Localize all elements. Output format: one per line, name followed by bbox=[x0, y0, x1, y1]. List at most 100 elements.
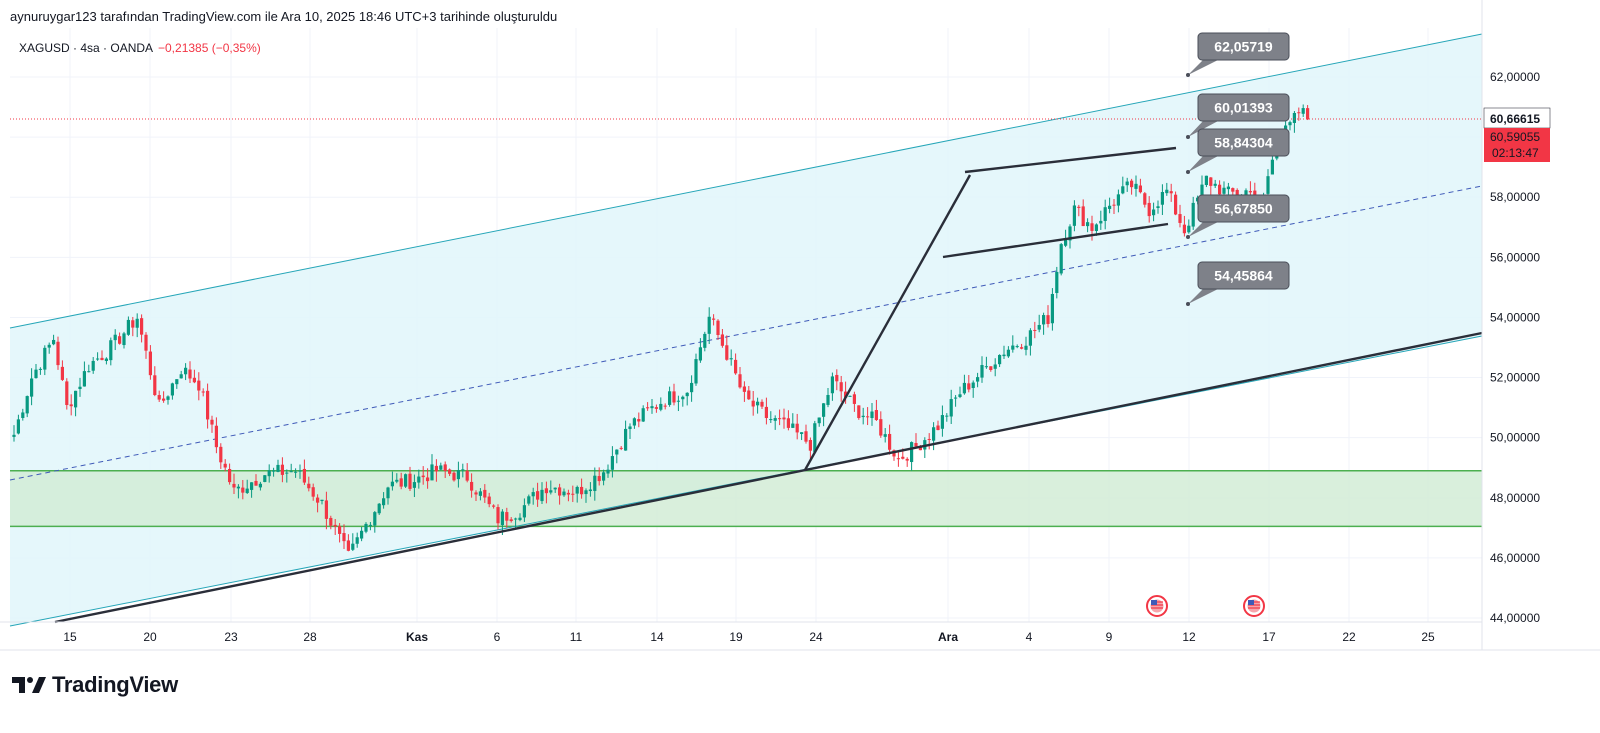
candle-body bbox=[725, 345, 729, 360]
candle-body bbox=[615, 449, 619, 455]
time-axis: 15 20 23 28 Kas 6 11 14 19 24 Ara 4 9 12 17 22 25 bbox=[0, 621, 1600, 651]
candle-body bbox=[96, 358, 100, 360]
candle-body bbox=[1174, 194, 1178, 215]
candle-body bbox=[1116, 194, 1120, 206]
candle-body bbox=[320, 499, 324, 502]
candle-body bbox=[813, 423, 817, 453]
candle bbox=[483, 484, 487, 503]
candle-body bbox=[544, 488, 548, 494]
candle-body bbox=[1200, 184, 1204, 199]
us-event-icon[interactable] bbox=[1243, 595, 1265, 617]
economic-events bbox=[1146, 595, 1265, 617]
candle-body bbox=[351, 543, 355, 550]
candle-body bbox=[1086, 222, 1090, 227]
candle-body bbox=[148, 351, 152, 376]
candle bbox=[685, 392, 689, 406]
candle bbox=[448, 468, 452, 477]
candle bbox=[1068, 224, 1072, 249]
candle bbox=[492, 504, 496, 509]
candle bbox=[676, 395, 680, 412]
candle bbox=[747, 385, 751, 400]
candle-body bbox=[844, 391, 848, 398]
candle bbox=[650, 399, 654, 414]
candle bbox=[329, 515, 333, 530]
candle-body bbox=[1306, 108, 1310, 120]
candle bbox=[910, 441, 914, 471]
candle-body bbox=[514, 518, 518, 520]
candle-body bbox=[439, 465, 443, 470]
candle-body bbox=[553, 487, 557, 490]
candle bbox=[140, 314, 144, 343]
candle-body bbox=[1182, 224, 1186, 234]
candle-body bbox=[135, 318, 139, 328]
candle-body bbox=[175, 379, 179, 385]
candle bbox=[566, 489, 570, 502]
candle-body bbox=[412, 482, 416, 488]
y-tick-label: 50,00000 bbox=[1490, 431, 1540, 445]
candle bbox=[738, 366, 742, 389]
candle bbox=[245, 479, 249, 494]
symbol-info[interactable]: XAGUSD · 4sa · OANDA bbox=[19, 41, 153, 55]
candle bbox=[940, 405, 944, 437]
candle bbox=[1059, 242, 1063, 276]
candle bbox=[540, 482, 544, 504]
candle bbox=[888, 424, 892, 455]
candle-body bbox=[342, 533, 346, 542]
candle-body bbox=[998, 354, 1002, 365]
candle-body bbox=[980, 365, 984, 378]
candle bbox=[144, 332, 148, 359]
candle-body bbox=[874, 410, 878, 421]
candle bbox=[56, 336, 60, 370]
candle-body bbox=[1020, 347, 1024, 349]
candle-body bbox=[742, 386, 746, 392]
candle bbox=[976, 372, 980, 388]
candle bbox=[927, 433, 931, 450]
us-event-icon[interactable] bbox=[1146, 595, 1168, 617]
candle bbox=[1301, 104, 1305, 117]
candle-body bbox=[729, 358, 733, 360]
price-callouts: 62,05719 60,01393 58,84304 56,67850 54,45864 bbox=[1186, 32, 1290, 306]
candle bbox=[338, 523, 342, 543]
candle bbox=[756, 397, 760, 414]
candle-body bbox=[65, 381, 69, 406]
candle-body bbox=[804, 431, 808, 442]
y-tick-label: 52,00000 bbox=[1490, 371, 1540, 385]
tradingview-logo[interactable]: TradingView bbox=[12, 672, 178, 698]
candle-body bbox=[478, 491, 482, 496]
x-tick-label: 28 bbox=[303, 630, 317, 644]
candle-body bbox=[364, 523, 368, 532]
candle bbox=[100, 350, 104, 361]
candle-body bbox=[492, 505, 496, 507]
candle bbox=[166, 395, 170, 405]
candle bbox=[514, 517, 518, 529]
x-tick-label: 12 bbox=[1182, 630, 1196, 644]
candle bbox=[386, 486, 390, 505]
candle-body bbox=[861, 415, 865, 418]
candle-body bbox=[87, 371, 91, 373]
candle-body bbox=[184, 367, 188, 375]
candle bbox=[531, 487, 535, 505]
callout-box bbox=[1197, 194, 1290, 223]
candle bbox=[1099, 210, 1103, 230]
candle bbox=[311, 483, 315, 501]
x-tick-label: 22 bbox=[1342, 630, 1356, 644]
candle bbox=[118, 332, 122, 345]
candle bbox=[280, 457, 284, 483]
candle-body bbox=[839, 382, 843, 392]
candle-body bbox=[1042, 315, 1046, 325]
candle bbox=[1209, 177, 1213, 197]
candle-body bbox=[720, 334, 724, 346]
candle bbox=[720, 329, 724, 348]
candle-body bbox=[681, 396, 685, 400]
candle bbox=[817, 417, 821, 427]
candle-body bbox=[527, 496, 531, 504]
candle bbox=[571, 485, 575, 503]
candle bbox=[588, 482, 592, 497]
candle-body bbox=[368, 524, 372, 526]
candle-body bbox=[901, 456, 905, 459]
trendline-drawings bbox=[10, 118, 1483, 624]
flag-upper-line bbox=[964, 146, 1177, 174]
candle bbox=[175, 379, 179, 389]
candle-body bbox=[1169, 191, 1173, 194]
